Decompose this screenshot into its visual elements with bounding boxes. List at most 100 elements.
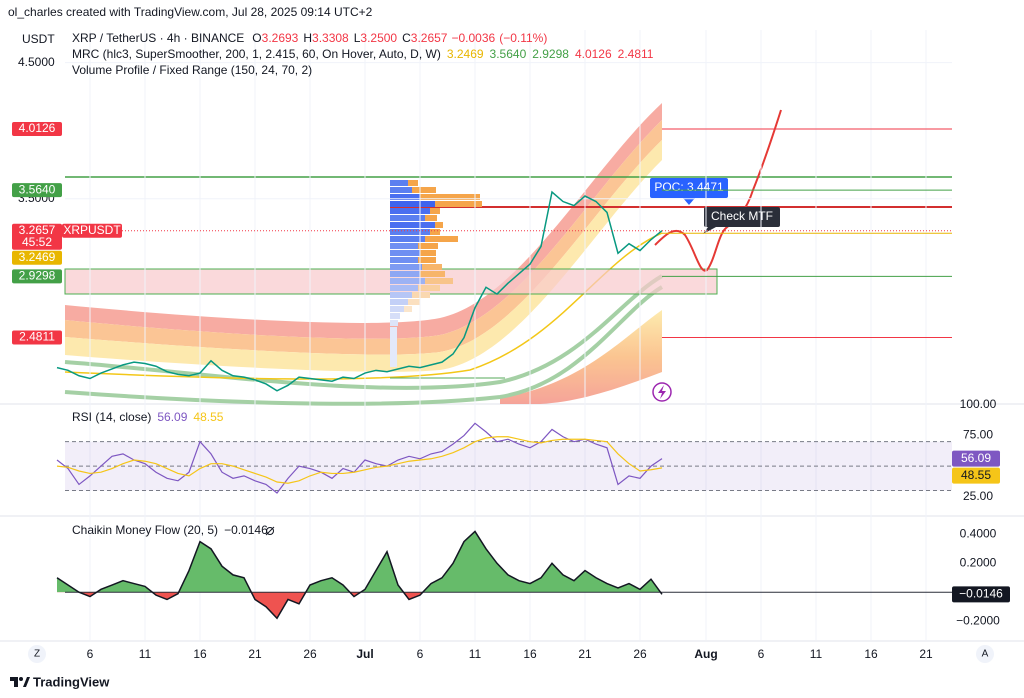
x-tick-label: 21 bbox=[919, 647, 933, 661]
vp-bar bbox=[390, 215, 425, 221]
vp-bar bbox=[390, 208, 430, 214]
logo bbox=[10, 677, 30, 687]
y-tick-label: 4.5000 bbox=[18, 55, 55, 69]
vp-bar bbox=[425, 215, 437, 221]
indicator-value: 2.9298 bbox=[532, 47, 569, 61]
price-tag bbox=[12, 183, 62, 198]
legend-line: RSI (14, close) 56.09 48.55 bbox=[72, 410, 224, 424]
corner-left: Z bbox=[34, 649, 40, 660]
icon-circle bbox=[266, 527, 274, 535]
ohlc-value: 3.2500 bbox=[360, 31, 397, 45]
volume-profile bbox=[390, 180, 482, 367]
x-tick-label: 6 bbox=[758, 647, 765, 661]
vp-bar bbox=[390, 271, 420, 277]
x-tick-label: 11 bbox=[810, 647, 823, 661]
ohlc-name: H bbox=[303, 31, 312, 45]
logo-part bbox=[10, 677, 18, 687]
vp-bar bbox=[390, 285, 418, 291]
vp-bar bbox=[430, 229, 440, 235]
price-tag-label: 3.2657 bbox=[19, 223, 56, 237]
y-tick-label: 75.00 bbox=[963, 428, 993, 442]
vp-bar bbox=[425, 278, 453, 284]
indicator-title: MRC (hlc3, SuperSmoother, 200, 1, 2.415,… bbox=[72, 47, 441, 61]
price-tag bbox=[12, 250, 62, 265]
vp-bar bbox=[390, 320, 398, 326]
mrc-upper-middle bbox=[65, 120, 662, 355]
mrc-green-lower bbox=[64, 285, 664, 406]
legend-value: −0.0146 bbox=[224, 523, 268, 537]
unit-box bbox=[12, 30, 58, 50]
x-tick-label: 16 bbox=[523, 647, 537, 661]
poc-label: POC: 3.4471 bbox=[654, 180, 724, 194]
poc-box bbox=[650, 178, 728, 198]
indicator-value: 2.4811 bbox=[618, 47, 654, 61]
legend-line: XRP / TetherUS · 4h · BINANCE O3.2693 H3.3… bbox=[72, 31, 547, 45]
price-tag-label: 3.5640 bbox=[19, 182, 56, 196]
ohlc-name: C bbox=[402, 31, 411, 45]
corner-button[interactable] bbox=[976, 645, 994, 663]
mrc-upper-inner bbox=[65, 140, 662, 372]
legend-title: RSI (14, close) bbox=[72, 410, 151, 424]
vp-bar bbox=[420, 194, 480, 200]
logo-part bbox=[23, 677, 30, 687]
x-tick-label: 21 bbox=[578, 647, 592, 661]
x-tick-label: 6 bbox=[87, 647, 94, 661]
x-tick-label: 6 bbox=[417, 647, 424, 661]
value-tag bbox=[952, 467, 1000, 484]
mrc-green-upper bbox=[64, 274, 663, 390]
y-tick-label: 0.2000 bbox=[960, 555, 997, 569]
vp-bar bbox=[390, 236, 425, 242]
vp-bar bbox=[390, 194, 420, 200]
vp-bar bbox=[404, 306, 412, 312]
value-tag bbox=[952, 586, 1010, 603]
ohlc-name: O bbox=[252, 31, 261, 45]
value-tag-label: 48.55 bbox=[961, 468, 991, 482]
legend-value: 56.09 bbox=[157, 410, 187, 424]
rsi-line bbox=[56, 422, 663, 494]
logo-part bbox=[19, 677, 23, 681]
value-tag bbox=[952, 450, 1000, 467]
value-tag-label: 56.09 bbox=[961, 451, 991, 465]
ohlc-value: 3.3308 bbox=[312, 31, 349, 45]
rsi-line bbox=[56, 436, 663, 484]
ohlc-value: 3.2693 bbox=[262, 31, 299, 45]
symbol-tag bbox=[62, 223, 122, 238]
note: Check MTF bbox=[711, 209, 773, 223]
icon-slash bbox=[265, 526, 275, 536]
vp-bar bbox=[418, 285, 440, 291]
indicator-value: 4.0126 bbox=[575, 47, 612, 61]
vp-bar bbox=[408, 299, 420, 305]
vp-bar bbox=[390, 257, 418, 263]
corner-button[interactable] bbox=[28, 645, 46, 663]
x-tick-label: 26 bbox=[303, 647, 317, 661]
mrc-lower-band bbox=[500, 310, 662, 404]
price-tag-label: 2.4811 bbox=[19, 330, 55, 344]
vp-bar bbox=[390, 327, 397, 367]
change: −0.0036 bbox=[451, 31, 495, 45]
x-tick-label: 21 bbox=[248, 647, 262, 661]
price-tag-label: 4.0126 bbox=[19, 121, 56, 135]
vp-bar bbox=[390, 243, 418, 249]
poc-pointer bbox=[683, 198, 695, 205]
legend-value: 48.55 bbox=[193, 410, 223, 424]
price-line bbox=[56, 190, 663, 392]
x-tick-label: 11 bbox=[469, 647, 482, 661]
legend-title: Chaikin Money Flow (20, 5) bbox=[72, 523, 218, 537]
vp-bar bbox=[390, 187, 412, 193]
unit: USDT bbox=[22, 32, 55, 46]
price-tag-label: 3.2469 bbox=[19, 250, 56, 264]
symbol-tag-label: XRPUSDT bbox=[63, 223, 121, 237]
vp-bar bbox=[418, 243, 438, 249]
price-tag-label: 2.9298 bbox=[19, 269, 56, 283]
visibility-icon[interactable] bbox=[265, 526, 275, 536]
alert-bolt bbox=[658, 385, 666, 399]
vp-bar bbox=[390, 222, 435, 228]
vp-bar bbox=[435, 222, 443, 228]
x-tick-label: Jul bbox=[356, 647, 373, 661]
price-tag bbox=[12, 122, 62, 137]
cmf-line bbox=[56, 530, 663, 620]
ohlc-name: L bbox=[354, 31, 361, 45]
vp-bar bbox=[390, 201, 435, 207]
change-pct: (−0.11%) bbox=[499, 31, 547, 45]
